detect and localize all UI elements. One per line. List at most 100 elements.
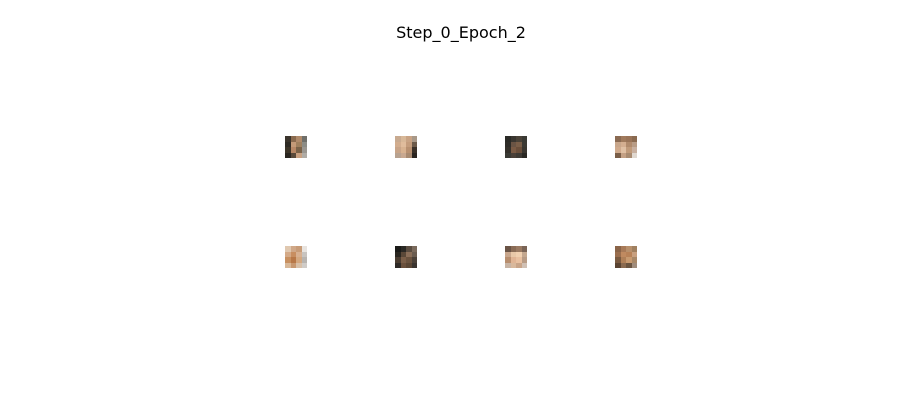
image-pixel bbox=[615, 246, 621, 252]
image-pixel bbox=[615, 147, 621, 153]
image-pixel bbox=[406, 141, 412, 147]
image-pixel bbox=[615, 262, 621, 268]
image-pixel bbox=[626, 141, 632, 147]
image-pixel bbox=[620, 136, 626, 142]
image-pixel bbox=[631, 136, 637, 142]
image-pixel bbox=[400, 152, 406, 158]
image-pixel bbox=[516, 246, 522, 252]
image-pixel bbox=[301, 246, 307, 252]
image-pixel bbox=[296, 257, 302, 263]
image-pixel bbox=[521, 147, 527, 153]
image-pixel bbox=[411, 251, 417, 257]
image-pixel bbox=[301, 262, 307, 268]
image-pixel bbox=[296, 152, 302, 158]
image-pixel bbox=[296, 141, 302, 147]
image-pixel bbox=[395, 147, 401, 153]
image-pixel bbox=[516, 136, 522, 142]
image-pixel bbox=[290, 246, 296, 252]
image-pixel bbox=[395, 251, 401, 257]
image-pixel bbox=[400, 136, 406, 142]
image-pixel bbox=[626, 246, 632, 252]
image-pixel bbox=[290, 262, 296, 268]
image-pixel bbox=[631, 141, 637, 147]
image-pixel bbox=[505, 257, 511, 263]
image-pixel bbox=[626, 262, 632, 268]
image-pixel bbox=[296, 147, 302, 153]
image-pixel bbox=[411, 147, 417, 153]
sample-image bbox=[395, 136, 417, 158]
image-pixel bbox=[516, 141, 522, 147]
image-pixel bbox=[406, 251, 412, 257]
image-pixel bbox=[510, 141, 516, 147]
image-pixel bbox=[285, 136, 291, 142]
image-pixel bbox=[301, 152, 307, 158]
image-pixel bbox=[296, 136, 302, 142]
image-pixel bbox=[285, 246, 291, 252]
image-pixel bbox=[411, 152, 417, 158]
image-pixel bbox=[615, 257, 621, 263]
image-pixel bbox=[411, 136, 417, 142]
image-pixel bbox=[505, 136, 511, 142]
sample-image bbox=[615, 136, 637, 158]
image-pixel bbox=[395, 257, 401, 263]
image-pixel bbox=[521, 141, 527, 147]
image-pixel bbox=[620, 141, 626, 147]
image-pixel bbox=[505, 262, 511, 268]
image-pixel bbox=[626, 136, 632, 142]
image-pixel bbox=[285, 257, 291, 263]
image-pixel bbox=[510, 136, 516, 142]
image-pixel bbox=[406, 152, 412, 158]
image-pixel bbox=[301, 251, 307, 257]
image-pixel bbox=[631, 262, 637, 268]
image-pixel bbox=[510, 246, 516, 252]
image-pixel bbox=[620, 257, 626, 263]
sample-image bbox=[395, 246, 417, 268]
image-pixel bbox=[615, 136, 621, 142]
image-pixel bbox=[626, 257, 632, 263]
image-pixel bbox=[505, 152, 511, 158]
image-pixel bbox=[505, 141, 511, 147]
image-pixel bbox=[411, 262, 417, 268]
image-pixel bbox=[521, 251, 527, 257]
image-pixel bbox=[296, 251, 302, 257]
image-pixel bbox=[395, 136, 401, 142]
image-pixel bbox=[516, 251, 522, 257]
image-pixel bbox=[631, 251, 637, 257]
image-pixel bbox=[516, 152, 522, 158]
image-pixel bbox=[290, 147, 296, 153]
image-pixel bbox=[505, 147, 511, 153]
image-pixel bbox=[290, 251, 296, 257]
image-pixel bbox=[395, 262, 401, 268]
image-pixel bbox=[620, 262, 626, 268]
image-pixel bbox=[620, 251, 626, 257]
sample-image bbox=[285, 246, 307, 268]
image-pixel bbox=[510, 257, 516, 263]
image-pixel bbox=[296, 262, 302, 268]
image-pixel bbox=[521, 152, 527, 158]
image-pixel bbox=[620, 246, 626, 252]
image-pixel bbox=[510, 147, 516, 153]
image-pixel bbox=[510, 251, 516, 257]
image-pixel bbox=[516, 257, 522, 263]
image-pixel bbox=[406, 147, 412, 153]
image-pixel bbox=[631, 147, 637, 153]
image-pixel bbox=[400, 141, 406, 147]
sample-image bbox=[505, 136, 527, 158]
image-pixel bbox=[626, 251, 632, 257]
image-pixel bbox=[631, 257, 637, 263]
image-pixel bbox=[290, 141, 296, 147]
image-pixel bbox=[406, 262, 412, 268]
image-pixel bbox=[395, 141, 401, 147]
image-pixel bbox=[285, 147, 291, 153]
image-pixel bbox=[400, 262, 406, 268]
sample-image bbox=[505, 246, 527, 268]
image-pixel bbox=[301, 257, 307, 263]
image-pixel bbox=[400, 246, 406, 252]
image-pixel bbox=[290, 152, 296, 158]
image-pixel bbox=[285, 251, 291, 257]
image-pixel bbox=[411, 141, 417, 147]
image-pixel bbox=[510, 152, 516, 158]
image-pixel bbox=[400, 257, 406, 263]
image-pixel bbox=[406, 246, 412, 252]
